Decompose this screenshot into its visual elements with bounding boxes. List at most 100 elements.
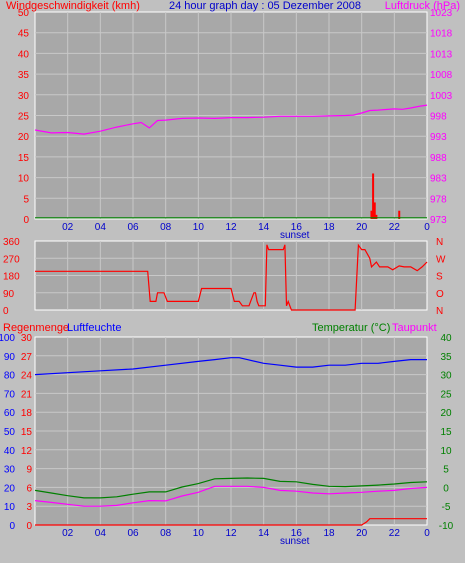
wind-x-tick-label: 16	[291, 222, 303, 233]
direction-compass-tick: S	[436, 272, 443, 283]
temperature-tick-label: 40	[440, 333, 452, 344]
wind-x-tick-label: 12	[225, 222, 237, 233]
wind-tick-label: 40	[18, 49, 30, 60]
rain-tick-label: 6	[26, 483, 32, 494]
wind-x-tick-label: 06	[127, 222, 139, 233]
direction-degree-tick: 0	[3, 306, 9, 317]
temperature-tick-label: -5	[442, 502, 451, 513]
temp-x-tick-label: 18	[323, 528, 335, 539]
pressure-tick-label: 988	[430, 153, 447, 164]
temp-x-tick-label: 10	[193, 528, 205, 539]
wind-tick-label: 10	[18, 174, 30, 185]
rain-tick-label: 27	[21, 352, 33, 363]
wind-x-tick-label: 10	[193, 222, 205, 233]
pressure-tick-label: 983	[430, 174, 447, 185]
wind-tick-label: 35	[18, 70, 30, 81]
wind-x-tick-label: 18	[323, 222, 335, 233]
humidity-tick-label: 30	[4, 465, 16, 476]
direction-degree-tick: 270	[3, 254, 20, 265]
temp-x-tick-label: 16	[291, 528, 303, 539]
rain-tick-label: 12	[21, 446, 33, 457]
pressure-tick-label: 1013	[430, 49, 453, 60]
temperature-tick-label: 20	[440, 408, 452, 419]
rain-tick-label: 18	[21, 408, 33, 419]
wind-tick-label: 0	[23, 215, 29, 226]
humidity-tick-label: 0	[9, 521, 15, 532]
direction-degree-tick: 360	[3, 237, 20, 248]
temp-x-tick-label: 06	[127, 528, 139, 539]
direction-degree-tick: 180	[3, 272, 20, 283]
humidity-tick-label: 90	[4, 352, 16, 363]
wind-x-tick-label: 22	[389, 222, 401, 233]
humidity-line	[34, 357, 427, 376]
temp-x-tick-label: 0	[424, 528, 430, 539]
temperature-tick-label: 15	[440, 427, 452, 438]
pressure-tick-label: 1023	[430, 8, 453, 19]
wind-tick-label: 50	[18, 8, 30, 19]
temp-x-tick-label: 12	[225, 528, 237, 539]
temperature-tick-label: 30	[440, 371, 452, 382]
wind-tick-label: 20	[18, 132, 30, 143]
wind-x-tick-label: 0	[424, 222, 430, 233]
pressure-tick-label: 998	[430, 112, 447, 123]
humidity-tick-label: 10	[4, 502, 16, 513]
temp-x-tick-label: 04	[95, 528, 107, 539]
wind-tick-label: 25	[18, 112, 30, 123]
wind-x-tick-label: 02	[62, 222, 74, 233]
temp-x-tick-label: 14	[258, 528, 270, 539]
temp-x-tick-label: 02	[62, 528, 74, 539]
wind-direction-line	[35, 243, 428, 311]
rain-tick-label: 9	[26, 465, 32, 476]
temperature-line	[34, 477, 428, 499]
temp-x-tick-label: 22	[389, 528, 401, 539]
temp-x-tick-label: 20	[356, 528, 368, 539]
humidity-tick-label: 100	[0, 333, 15, 344]
rain-tick-label: 0	[26, 521, 32, 532]
rain-tick-label: 3	[26, 502, 32, 513]
direction-degree-tick: 90	[3, 289, 15, 300]
temperature-tick-label: 35	[440, 352, 452, 363]
sunset-label: sunset	[280, 230, 310, 241]
temperature-tick-label: 10	[440, 446, 452, 457]
wind-tick-label: 45	[18, 29, 30, 40]
pressure-axis-title: Luftdruck (hPa)	[385, 0, 460, 12]
dewpoint-line	[34, 485, 428, 507]
direction-compass-tick: N	[436, 306, 443, 317]
pressure-tick-label: 1018	[430, 29, 453, 40]
humidity-tick-label: 80	[4, 371, 16, 382]
humidity-tick-label: 40	[4, 446, 16, 457]
wind-tick-label: 5	[23, 194, 29, 205]
temperature-tick-label: 0	[443, 483, 449, 494]
pressure-tick-label: 973	[430, 215, 447, 226]
humidity-axis-title: Luftfeuchte	[67, 322, 121, 334]
dewpoint-axis-title: Taupunkt	[392, 322, 437, 334]
pressure-tick-label: 993	[430, 132, 447, 143]
rain-line	[35, 518, 427, 526]
rain-tick-label: 30	[21, 333, 33, 344]
wind-tick-label: 15	[18, 153, 30, 164]
direction-compass-tick: O	[436, 289, 444, 300]
rain-tick-label: 24	[21, 371, 33, 382]
rain-axis-title: Regenmenge	[3, 322, 69, 334]
wind-x-tick-label: 08	[160, 222, 172, 233]
humidity-tick-label: 60	[4, 408, 16, 419]
humidity-tick-label: 20	[4, 483, 16, 494]
rain-tick-label: 21	[21, 389, 33, 400]
wind-tick-label: 30	[18, 91, 30, 102]
temperature-axis-title: Temperatur (°C)	[312, 322, 390, 334]
temperature-tick-label: 25	[440, 389, 452, 400]
sunset-label-lower: sunset	[280, 536, 310, 547]
pressure-line	[34, 104, 428, 135]
chart-title: 24 hour graph day : 05 Dezember 2008	[169, 0, 361, 12]
temp-x-tick-label: 08	[160, 528, 172, 539]
wind-x-tick-label: 04	[95, 222, 107, 233]
pressure-tick-label: 1003	[430, 91, 453, 102]
wind-axis-title: Windgeschwindigkeit (kmh)	[6, 0, 140, 12]
temperature-tick-label: 5	[443, 465, 449, 476]
wind-x-tick-label: 20	[356, 222, 368, 233]
pressure-tick-label: 1008	[430, 70, 453, 81]
pressure-tick-label: 978	[430, 194, 447, 205]
direction-compass-tick: N	[436, 237, 443, 248]
temperature-tick-label: -10	[439, 521, 454, 532]
